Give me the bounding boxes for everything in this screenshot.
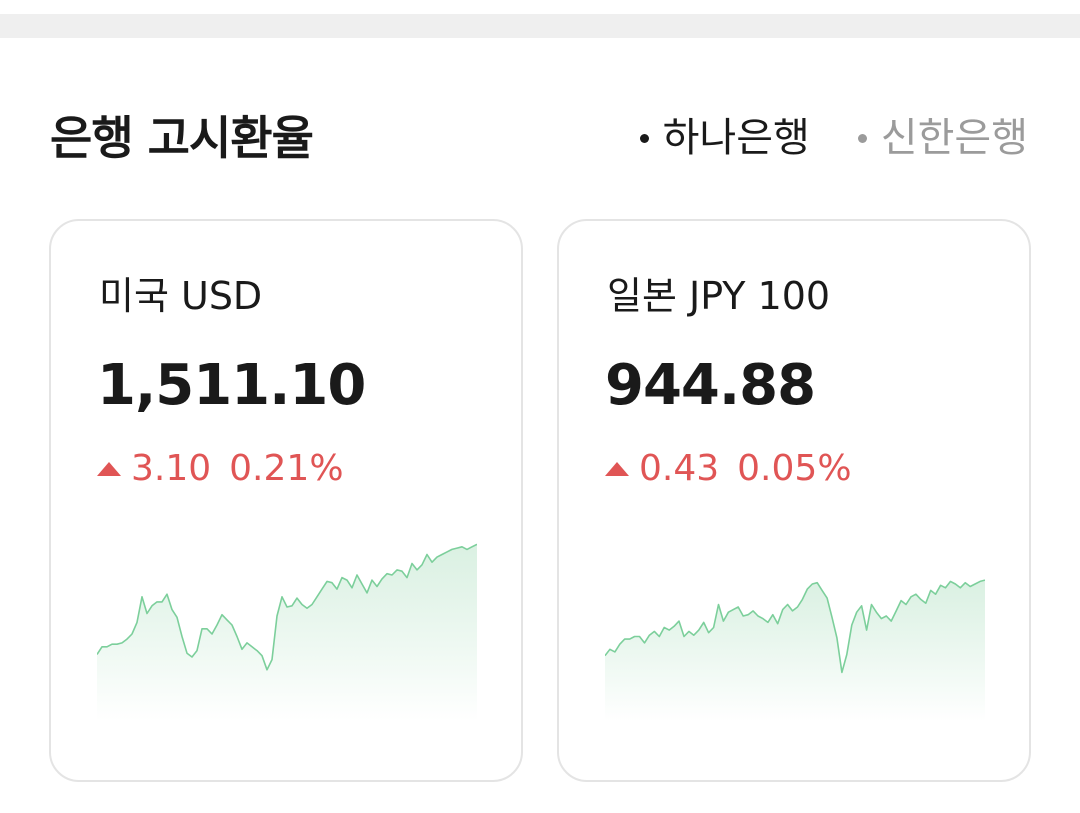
- change-percent: 0.05%: [737, 448, 852, 489]
- bullet-dot-icon: [639, 133, 649, 143]
- change-amount: 3.10: [131, 448, 212, 489]
- change-percent: 0.21%: [229, 448, 344, 489]
- sparkline-area: [97, 544, 477, 721]
- sparkline-chart: [97, 543, 477, 721]
- section-title: 은행 고시환율: [50, 111, 314, 165]
- top-divider-strip: [0, 14, 1080, 38]
- bank-selector: 하나은행 신한은행: [639, 108, 1028, 168]
- change-amount: 0.43: [639, 448, 720, 489]
- sparkline-area: [605, 580, 985, 721]
- up-triangle-icon: [97, 462, 121, 476]
- bank-option-hana[interactable]: 하나은행: [639, 108, 810, 168]
- rate-change: 3.10 0.21%: [97, 447, 344, 491]
- bullet-dot-icon: [857, 133, 867, 143]
- bank-option-shinhan[interactable]: 신한은행: [857, 108, 1028, 168]
- rate-card-usd[interactable]: 미국 USD 1,511.10 3.10 0.21%: [49, 219, 523, 782]
- exchange-rate-value: 1,511.10: [97, 353, 366, 418]
- bank-option-label: 신한은행: [880, 115, 1028, 161]
- exchange-rate-value: 944.88: [605, 353, 816, 418]
- rate-change: 0.43 0.05%: [605, 447, 852, 491]
- sparkline-chart: [605, 579, 985, 721]
- up-triangle-icon: [605, 462, 629, 476]
- currency-label: 일본 JPY 100: [607, 274, 831, 318]
- sparkline-line: [605, 579, 985, 674]
- rate-card-jpy[interactable]: 일본 JPY 100 944.88 0.43 0.05%: [557, 219, 1031, 782]
- bank-option-label: 하나은행: [662, 115, 810, 161]
- currency-label: 미국 USD: [99, 274, 263, 318]
- sparkline-line: [97, 543, 477, 671]
